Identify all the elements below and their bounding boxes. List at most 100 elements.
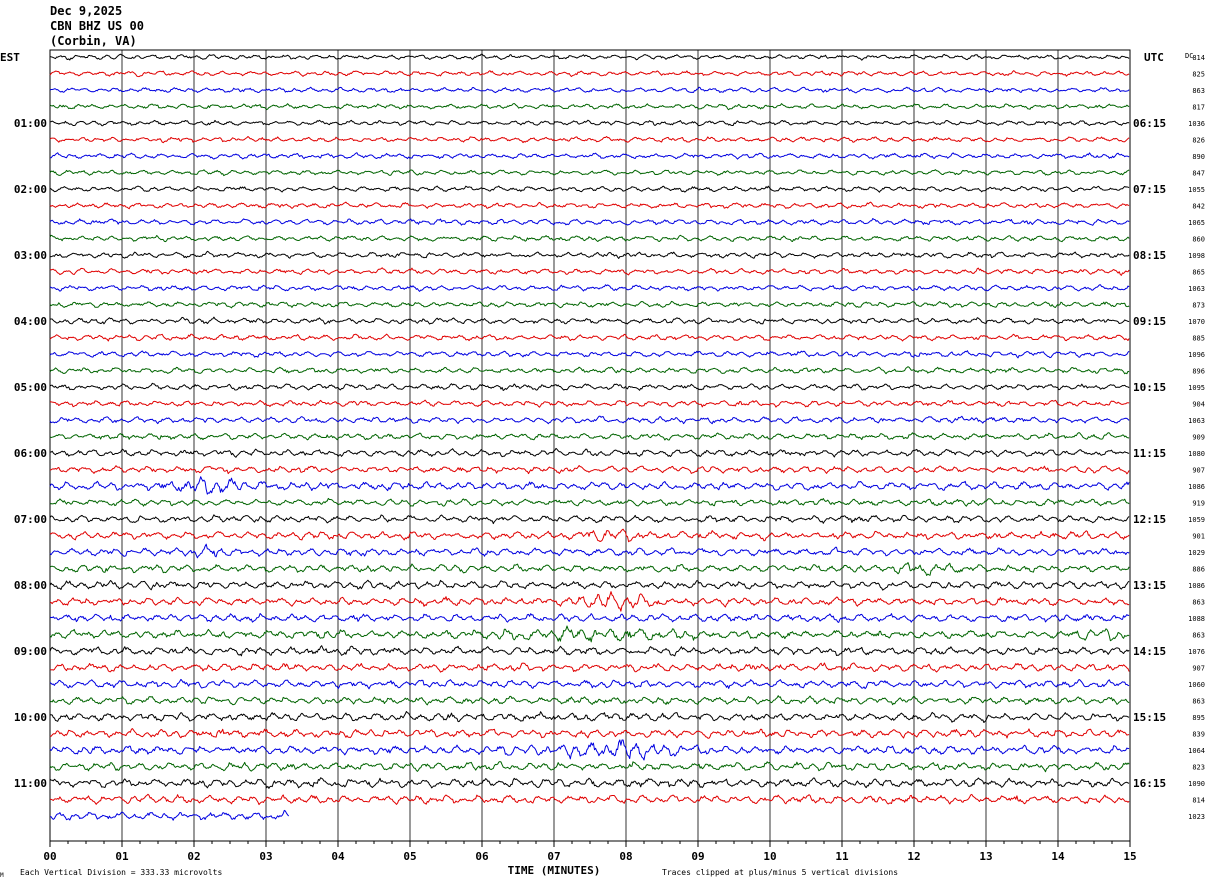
- trace-line: [49, 465, 1130, 475]
- right-hour-label: 07:15: [1133, 183, 1166, 196]
- left-hour-label: 08:00: [14, 579, 47, 592]
- trace-line: [49, 119, 1130, 127]
- dc-offset-value: 814: [1192, 797, 1205, 805]
- dc-offset-value: 863: [1192, 87, 1205, 95]
- x-tick-label: 11: [835, 850, 849, 863]
- dc-offset-value: 886: [1192, 566, 1205, 574]
- dc-offset-value: 1090: [1188, 780, 1205, 788]
- trace-line: [49, 591, 1130, 612]
- trace-line: [49, 528, 1130, 543]
- dc-offset-value: 1059: [1188, 516, 1205, 524]
- left-hour-label: 11:00: [14, 777, 47, 790]
- right-hour-label: 06:15: [1133, 117, 1166, 130]
- trace-line: [49, 185, 1130, 193]
- left-hour-label: 06:00: [14, 447, 47, 460]
- trace-line: [49, 169, 1130, 177]
- trace-line: [49, 234, 1130, 243]
- left-hour-label: 03:00: [14, 249, 47, 262]
- dc-offset-value: 873: [1192, 302, 1205, 310]
- x-tick-label: 05: [403, 850, 416, 863]
- right-hour-label: 09:15: [1133, 315, 1166, 328]
- header-date: Dec 9,2025: [50, 4, 123, 18]
- trace-line: [49, 284, 1130, 292]
- trace-line: [49, 316, 1130, 325]
- right-hour-label: 16:15: [1133, 777, 1166, 790]
- footer-mark: M: [0, 872, 4, 879]
- dc-offset-value: 1086: [1188, 483, 1205, 491]
- x-axis-title: TIME (MINUTES): [508, 864, 601, 877]
- x-tick-label: 07: [547, 850, 560, 863]
- x-tick-label: 03: [259, 850, 272, 863]
- trace-line: [49, 415, 1130, 425]
- dc-offset-value: 825: [1192, 71, 1205, 79]
- x-tick-label: 04: [331, 850, 345, 863]
- dc-offset-value: 863: [1192, 698, 1205, 706]
- trace-line: [49, 201, 1130, 210]
- dc-offset-value: 1055: [1188, 186, 1205, 194]
- dc-offset-value: 1080: [1188, 450, 1205, 458]
- dc-offset-value: 907: [1192, 665, 1205, 673]
- left-axis-label: EST: [0, 51, 20, 64]
- x-tick-label: 02: [187, 850, 200, 863]
- trace-line: [49, 218, 1130, 226]
- trace-line: [49, 662, 1130, 673]
- trace-line: [49, 625, 1130, 643]
- trace-line: [49, 136, 1130, 144]
- dc-offset-value: 1076: [1188, 648, 1205, 656]
- trace-line: [49, 497, 1130, 507]
- left-hour-label: 02:00: [14, 183, 47, 196]
- plot-frame: [49, 49, 1131, 842]
- trace-line: [49, 447, 1130, 458]
- trace-line: [49, 476, 1130, 495]
- dc-offset-value: 842: [1192, 203, 1205, 211]
- right-hour-label: 15:15: [1133, 711, 1166, 724]
- dc-offset-value: 1029: [1188, 549, 1205, 557]
- left-hour-label: 05:00: [14, 381, 47, 394]
- footer-scale-note: Each Vertical Division = 333.33 microvol…: [20, 868, 222, 877]
- right-hour-label: 11:15: [1133, 447, 1166, 460]
- dc-offset-value: 885: [1192, 335, 1205, 343]
- trace-line: [49, 562, 1130, 576]
- dc-offset-value: 863: [1192, 599, 1205, 607]
- dc-offset-value: 896: [1192, 368, 1205, 376]
- dc-offset-value: 865: [1192, 269, 1205, 277]
- left-hour-label: 01:00: [14, 117, 47, 130]
- trace-line: [50, 152, 1130, 160]
- trace-line: [49, 793, 1130, 806]
- dc-offset-value: 904: [1192, 401, 1205, 409]
- dc-offset-value: 839: [1192, 731, 1205, 739]
- dc-offset-value: 901: [1192, 533, 1205, 541]
- left-hour-label: 07:00: [14, 513, 47, 526]
- right-hour-label: 10:15: [1133, 381, 1166, 394]
- right-hour-label: 12:15: [1133, 513, 1166, 526]
- dc-offset-value: 817: [1192, 104, 1205, 112]
- trace-line: [49, 613, 1130, 623]
- trace-line: [49, 695, 1130, 706]
- dc-offset-value: 1063: [1188, 417, 1205, 425]
- x-tick-label: 12: [907, 850, 920, 863]
- x-tick-label: 08: [619, 850, 632, 863]
- x-tick-label: 15: [1123, 850, 1136, 863]
- x-tick-label: 01: [115, 850, 129, 863]
- trace-line: [49, 543, 1130, 559]
- dc-offset-value: 860: [1192, 236, 1205, 244]
- dc-offset-value: 919: [1192, 500, 1205, 508]
- dc-offset-value: 1023: [1188, 813, 1205, 821]
- dc-offset-value: 1086: [1188, 582, 1205, 590]
- dc-offset-value: 909: [1192, 434, 1205, 442]
- dc-label: DC: [1185, 52, 1193, 60]
- dc-offset-value: 1036: [1188, 120, 1205, 128]
- dc-offset-value: 847: [1192, 170, 1205, 178]
- dc-offset-value: 1060: [1188, 681, 1205, 689]
- dc-offset-value: 907: [1192, 467, 1205, 475]
- x-tick-label: 00: [43, 850, 56, 863]
- trace-line: [49, 250, 1130, 259]
- dc-offset-value: 814: [1192, 54, 1205, 62]
- dc-offset-value: 890: [1192, 153, 1205, 161]
- x-tick-label: 10: [763, 850, 776, 863]
- left-hour-label: 10:00: [14, 711, 47, 724]
- trace-line: [49, 579, 1130, 591]
- chart-labels: EST UTC DC 01:00 02:00 03:00 04:00 05:00 06:00 07…: [0, 51, 1205, 879]
- trace-line: [49, 761, 1130, 773]
